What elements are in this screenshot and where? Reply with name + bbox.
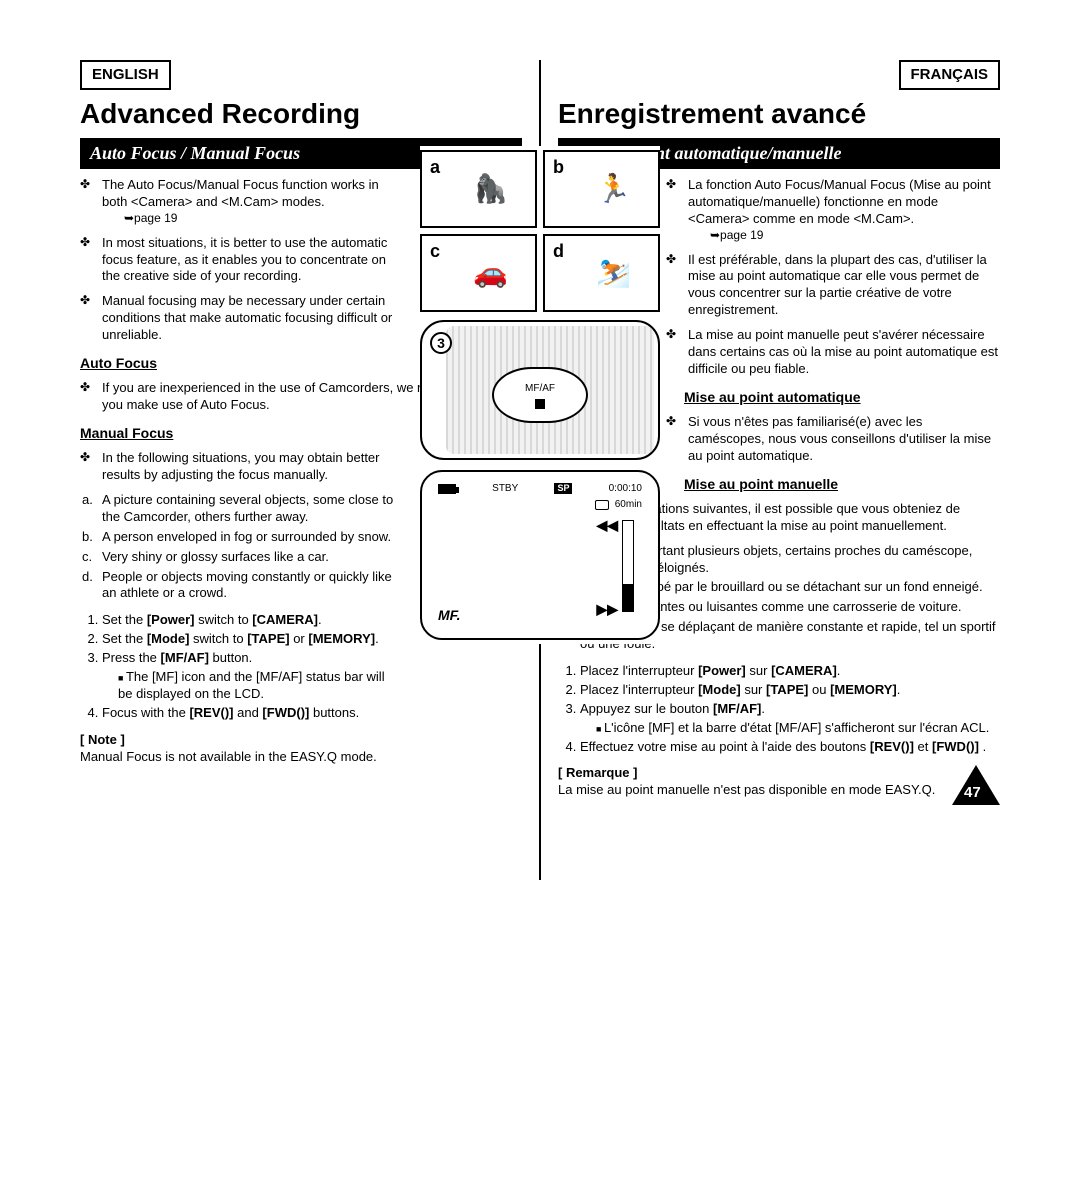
note-label-en: [ Note ] [80, 732, 522, 749]
title-fr: Enregistrement avancé [558, 96, 1000, 132]
intro-en-3: Manual focusing may be necessary under c… [98, 293, 402, 344]
lcd-mf-indicator: MF. [438, 606, 461, 624]
page-number-badge: 47 [952, 765, 1000, 805]
mfaf-label: MF/AF [525, 382, 555, 395]
lcd-fwd-icon: ▶▶ [596, 600, 618, 618]
scenario-b: b 🏃 [543, 150, 660, 228]
intro-fr-3: La mise au point manuelle peut s'avérer … [684, 327, 1000, 378]
lcd-time: 0:00:10 [609, 482, 642, 495]
note-label-fr: [ Remarque ] [558, 765, 1000, 782]
steps-fr: Placez l'interrupteur [Power] sur [CAMER… [558, 663, 1000, 755]
page-number: 47 [964, 783, 981, 803]
scenario-b-icon: 🏃 [573, 156, 654, 222]
scenario-a-label: a [430, 157, 440, 177]
tape-icon [595, 500, 609, 510]
scenario-a: a 🦍 [420, 150, 537, 228]
scenario-d-label: d [553, 241, 564, 261]
lcd-sp: SP [554, 483, 572, 495]
intro-fr-2: Il est préférable, dans la plupart des c… [684, 252, 1000, 320]
lcd-preview: STBY SP 0:00:10 60min ◀◀ ▶▶ MF. [420, 470, 660, 640]
scenario-b-en: A person enveloped in fog or surrounded … [98, 529, 402, 546]
pageref-en: ➥page 19 [102, 211, 402, 227]
focus-bar-fill [623, 584, 633, 611]
scenario-d-en: People or objects moving constantly or q… [98, 569, 402, 603]
intro-en-2: In most situations, it is better to use … [98, 235, 402, 286]
scenario-b-label: b [553, 157, 564, 177]
scenario-a-icon: 🦍 [450, 156, 531, 222]
lang-badge-fr: FRANÇAIS [899, 60, 1001, 90]
intro-fr-1-text: La fonction Auto Focus/Manual Focus (Mis… [688, 177, 991, 226]
stop-icon [535, 399, 545, 409]
step3-en: Press the [MF/AF] button. The [MF] icon … [102, 650, 402, 703]
note-body-en: Manual Focus is not available in the EAS… [80, 749, 522, 766]
scenario-c-label: c [430, 241, 440, 261]
intro-en-1-text: The Auto Focus/Manual Focus function wor… [102, 177, 379, 209]
intro-fr-1: La fonction Auto Focus/Manual Focus (Mis… [684, 177, 1000, 243]
center-graphics: a 🦍 b 🏃 c 🚗 d ⛷️ 3 MF/AF [420, 146, 660, 644]
battery-icon [438, 484, 456, 494]
lcd-rev-icon: ◀◀ [596, 516, 618, 534]
step3-sub-fr: L'icône [MF] et la barre d'état [MF/AF] … [596, 720, 1000, 737]
pageref-fr: ➥page 19 [688, 228, 1000, 244]
focus-bar [622, 520, 634, 612]
manualfocus-bullet-en: In the following situations, you may obt… [98, 450, 402, 484]
step4-fr: Effectuez votre mise au point à l'aide d… [580, 739, 1000, 756]
scenario-c-icon: 🚗 [450, 240, 531, 306]
scenario-c: c 🚗 [420, 234, 537, 312]
title-en: Advanced Recording [80, 96, 522, 132]
step1-en: Set the [Power] switch to [CAMERA]. [102, 612, 402, 629]
camcorder-illustration: 3 MF/AF [420, 320, 660, 460]
step1-fr: Placez l'interrupteur [Power] sur [CAMER… [580, 663, 1000, 680]
step2-en: Set the [Mode] switch to [TAPE] or [MEMO… [102, 631, 402, 648]
autofocus-bullet-fr: Si vous n'êtes pas familiarisé(e) avec l… [684, 414, 1000, 465]
scenario-d-icon: ⛷️ [573, 240, 654, 306]
step2-fr: Placez l'interrupteur [Mode] sur [TAPE] … [580, 682, 1000, 699]
scenario-a-en: A picture containing several objects, so… [98, 492, 402, 526]
lcd-taperemain: 60min [615, 498, 642, 511]
intro-en-1: The Auto Focus/Manual Focus function wor… [98, 177, 402, 226]
scenario-c-en: Very shiny or glossy surfaces like a car… [98, 549, 402, 566]
scenario-grid: a 🦍 b 🏃 c 🚗 d ⛷️ [420, 150, 660, 312]
scenario-d: d ⛷️ [543, 234, 660, 312]
page: a 🦍 b 🏃 c 🚗 d ⛷️ 3 MF/AF [80, 60, 1000, 817]
lcd-stby: STBY [492, 482, 518, 495]
step3-sub-en: The [MF] icon and the [MF/AF] status bar… [118, 669, 402, 703]
step3-fr: Appuyez sur le bouton [MF/AF]. L'icône [… [580, 701, 1000, 737]
lang-badge-en: ENGLISH [80, 60, 171, 90]
step4-en: Focus with the [REV()] and [FWD()] butto… [102, 705, 402, 722]
note-body-fr: La mise au point manuelle n'est pas disp… [558, 782, 1000, 799]
step-callout-3: 3 [430, 332, 452, 354]
mfaf-button-callout: MF/AF [492, 367, 588, 423]
